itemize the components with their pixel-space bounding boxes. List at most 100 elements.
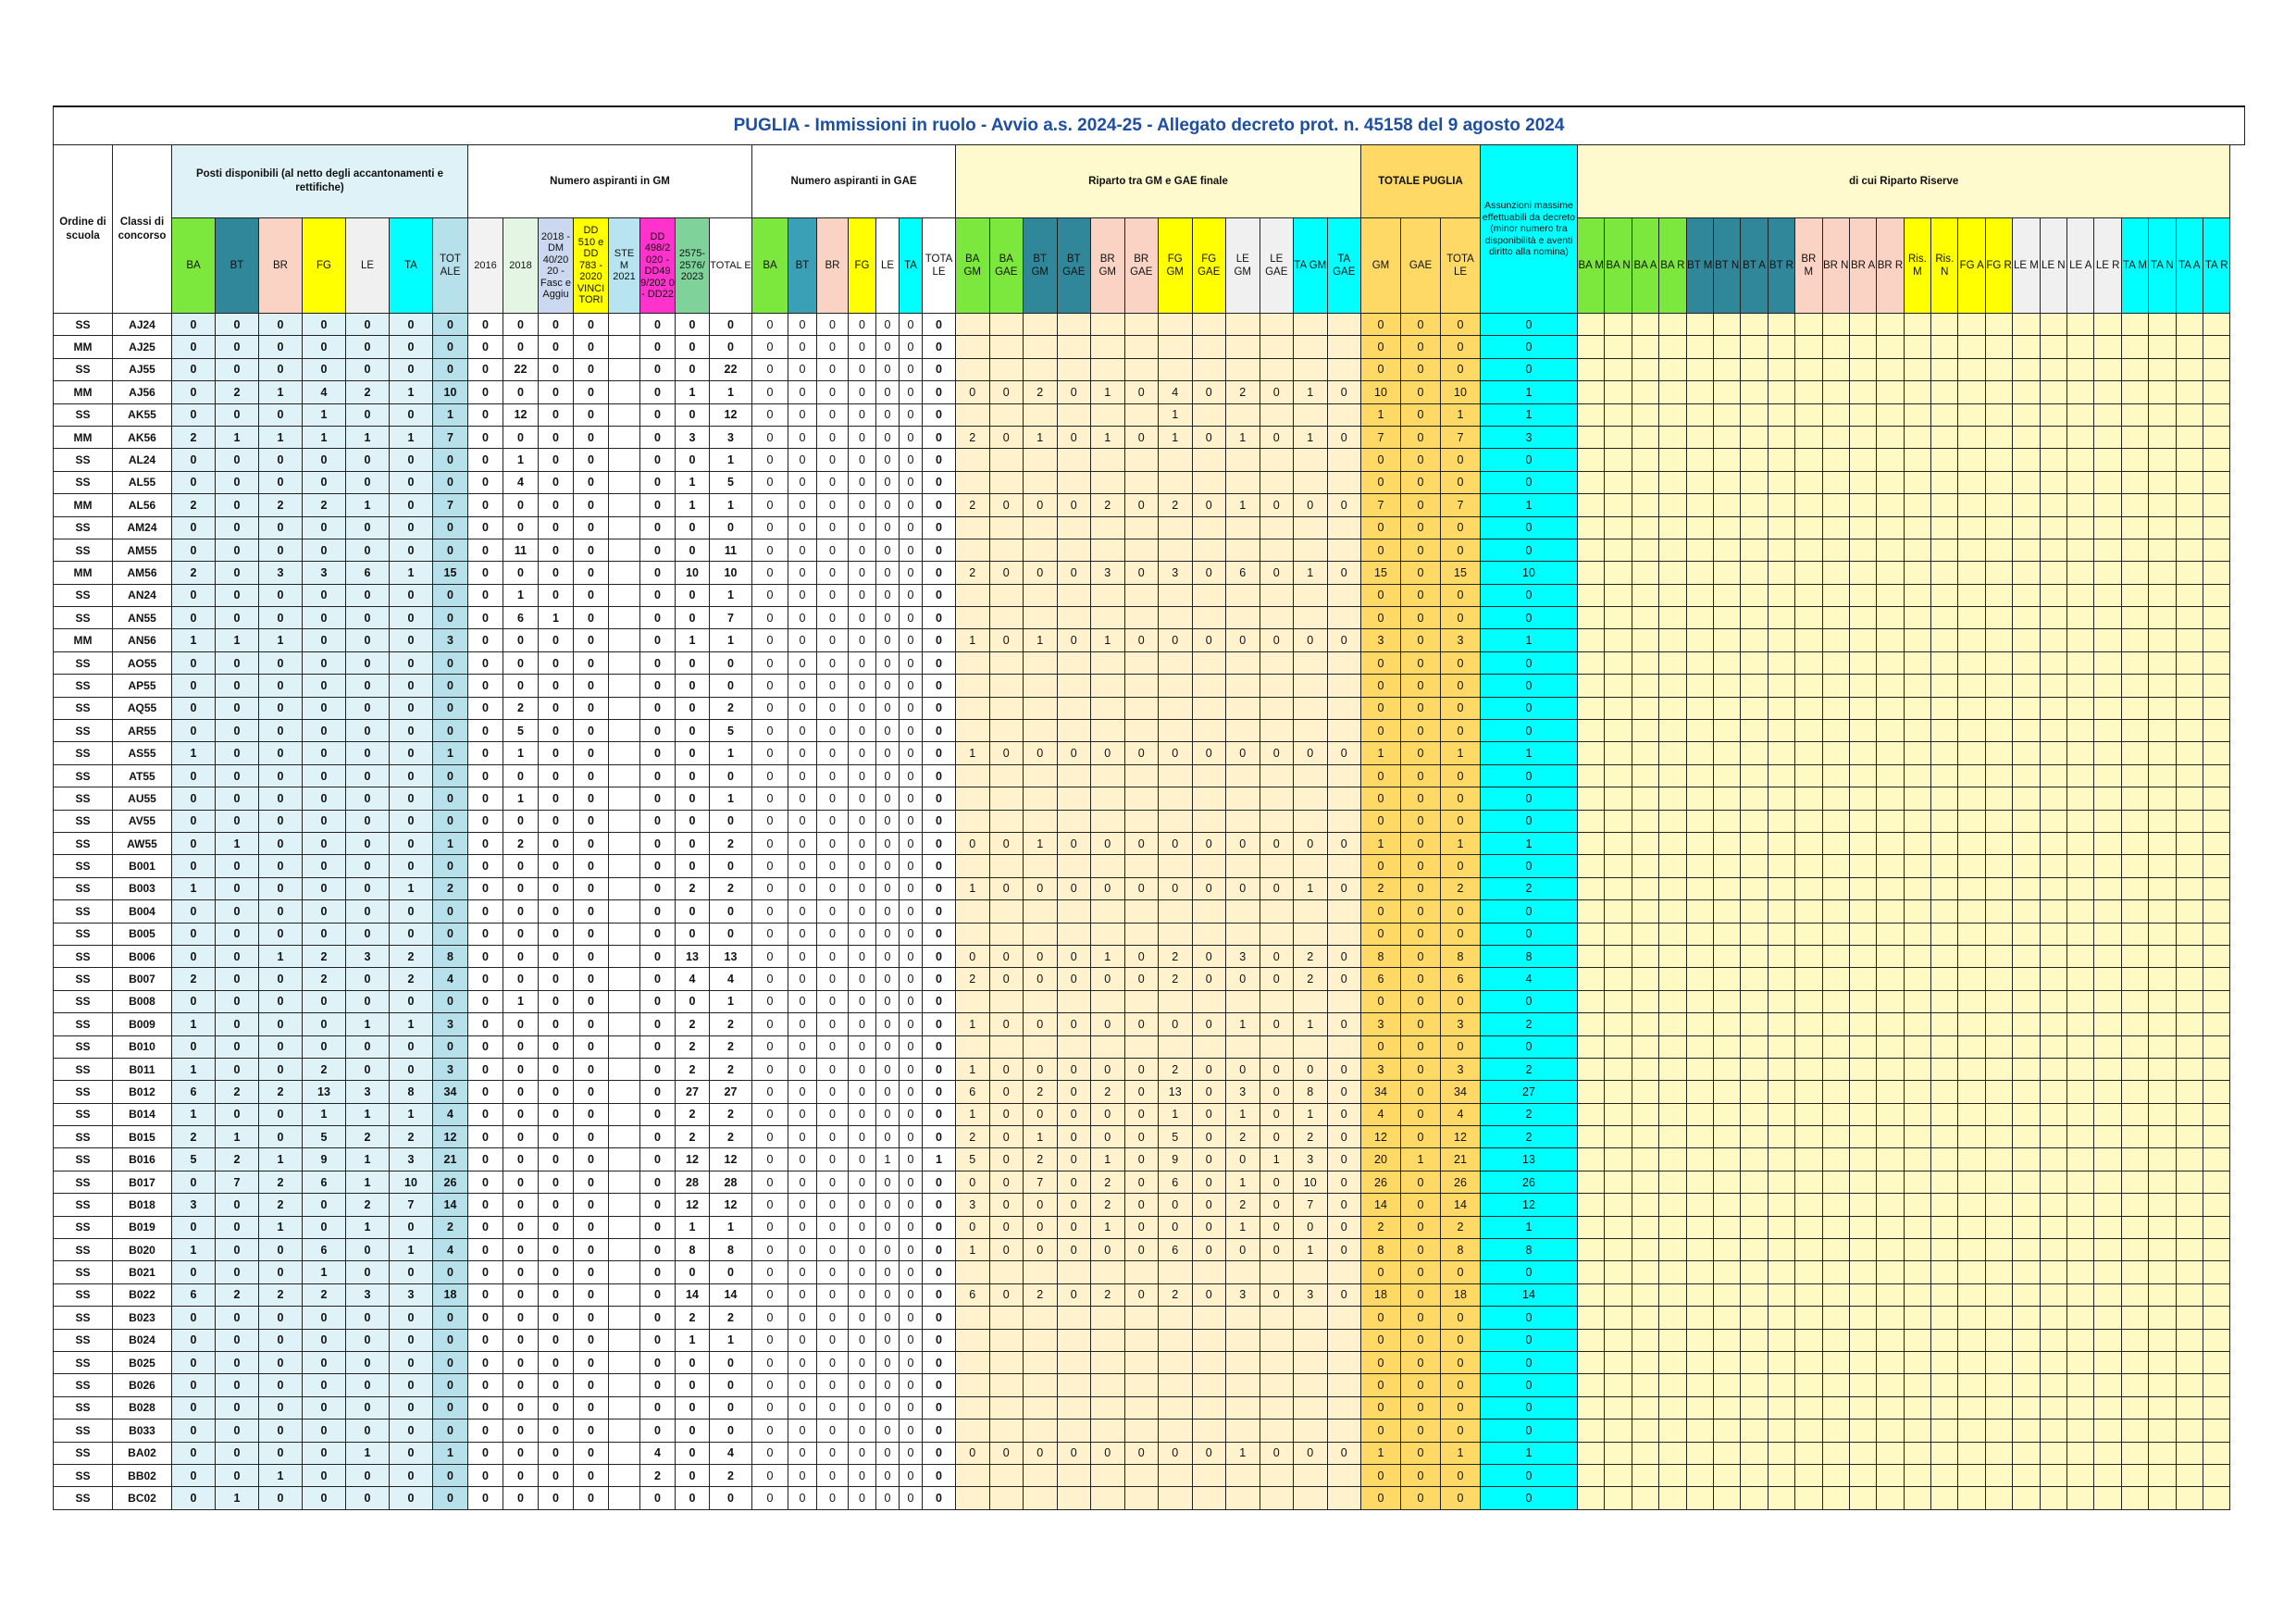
riparto-cell <box>1158 1306 1193 1330</box>
riserva-cell <box>1903 515 1932 539</box>
gae-cell: 0 <box>788 606 817 630</box>
riparto-cell: 1 <box>1225 1441 1260 1465</box>
totale-cell: 1 <box>1360 741 1401 765</box>
gm-cell: 0 <box>573 493 609 517</box>
ordine-cell: SS <box>53 1373 113 1397</box>
gm-cell: 0 <box>709 809 752 833</box>
posti-cell: 0 <box>258 448 303 472</box>
gae-cell: 0 <box>899 425 923 450</box>
riserva-cell <box>1848 719 1878 743</box>
gae-cell: 0 <box>899 583 923 608</box>
riserva-cell <box>1767 335 1796 359</box>
gae-cell: 0 <box>899 1035 923 1059</box>
gae-cell: 0 <box>848 1328 876 1352</box>
riserva-cell <box>2066 876 2095 901</box>
posti-cell: 0 <box>345 899 390 924</box>
riserva-cell <box>1712 515 1742 539</box>
gm-cell <box>608 1328 640 1352</box>
gm-cell: 0 <box>538 899 574 924</box>
riserva-cell <box>1848 876 1878 901</box>
gae-cell: 0 <box>922 1057 956 1082</box>
gm-cell: 0 <box>467 922 503 946</box>
riserva-cell <box>1848 335 1878 359</box>
riserva-cell <box>1794 403 1823 427</box>
riparto-cell: 0 <box>1023 1057 1058 1082</box>
riserva-cell <box>1794 763 1823 788</box>
gae-cell: 0 <box>788 628 817 652</box>
riserva-cell <box>2202 1125 2231 1149</box>
riparto-cell: 0 <box>1326 1170 1361 1195</box>
gae-cell: 0 <box>788 809 817 833</box>
classe-cell: AK55 <box>112 403 172 427</box>
gm-cell: 0 <box>503 1057 539 1082</box>
riparto-cell <box>1293 1395 1328 1420</box>
riparto-cell <box>955 335 990 359</box>
gm-cell <box>608 1419 640 1443</box>
riparto-cell <box>1259 696 1294 721</box>
riparto-cell: 0 <box>1123 1238 1159 1262</box>
posti-cell: 0 <box>258 1260 303 1284</box>
riserva-cell <box>1903 1419 1932 1443</box>
posti-cell: 1 <box>258 1147 303 1172</box>
gm-cell: 0 <box>573 357 609 382</box>
gm-cell: 0 <box>639 651 676 676</box>
riserva-cell <box>1848 448 1878 472</box>
riserva-cell <box>2148 1373 2177 1397</box>
gm-cell: 0 <box>503 1012 539 1036</box>
gm-cell: 0 <box>573 1441 609 1465</box>
classe-cell: BB02 <box>112 1463 172 1488</box>
gae-cell: 0 <box>848 719 876 743</box>
riparto-cell <box>1225 651 1260 676</box>
riserva-cell <box>1957 787 1986 811</box>
riserva-cell <box>2120 1193 2150 1217</box>
riserva-cell <box>1848 380 1878 404</box>
gm-cell: 0 <box>675 787 710 811</box>
posti-cell: 2 <box>258 493 303 517</box>
table-row: SS B022 6 2 2 2 3 3 18 0 0 0 0 0 14 14 0 0 0 0 0 0 0 6 0 2 0 2 0 2 0 3 0… <box>53 1283 2245 1308</box>
riparto-cell: 6 <box>1225 561 1260 585</box>
riserva-cell <box>1821 425 1850 450</box>
riserva-cell <box>1712 403 1742 427</box>
posti-cell: 0 <box>302 515 346 539</box>
gm-cell: 0 <box>538 1012 574 1036</box>
riserva-cell <box>1930 335 1959 359</box>
riserva-cell <box>2012 1035 2041 1059</box>
totale-cell: 2 <box>1440 876 1481 901</box>
gm-cell <box>608 1350 640 1375</box>
riserva-cell <box>1876 741 1905 765</box>
totale-cell: 34 <box>1440 1080 1481 1104</box>
riserva-cell <box>1876 651 1905 676</box>
riserva-cell <box>1903 1238 1932 1262</box>
riserva-cell <box>2066 741 2095 765</box>
classe-cell: B020 <box>112 1238 172 1262</box>
riserva-cell <box>2039 1395 2068 1420</box>
riparto-cell <box>1123 696 1159 721</box>
classe-cell: AN56 <box>112 628 172 652</box>
riserva-cell <box>2148 335 2177 359</box>
riparto-cell <box>1158 787 1193 811</box>
gae-cell: 0 <box>816 1170 849 1195</box>
riserva-cell <box>2039 606 2068 630</box>
posti-cell: 0 <box>258 1441 303 1465</box>
riserva-cell <box>1984 876 2014 901</box>
riserva-cell <box>1848 561 1878 585</box>
gm-cell: 0 <box>503 1147 539 1172</box>
riserva-cell <box>2148 674 2177 698</box>
totale-cell: 0 <box>1360 1373 1401 1397</box>
assunzioni-cell: 1 <box>1480 1441 1578 1465</box>
posti-cell: 0 <box>258 787 303 811</box>
gae-cell: 0 <box>816 696 849 721</box>
riserva-cell <box>1930 1419 1959 1443</box>
gae-cell: 0 <box>751 651 788 676</box>
riparto-cell <box>1123 1395 1159 1420</box>
table-row: MM AJ25 0 0 0 0 0 0 0 0 0 0 0 0 0 0 0 0 0 0 0 0 0 0 0 0 0 <box>53 335 2245 359</box>
riserva-cell <box>1984 628 2014 652</box>
riparto-cell: 2 <box>1158 1057 1193 1082</box>
posti-cell: 0 <box>215 1193 259 1217</box>
riparto-cell <box>1158 335 1193 359</box>
classe-cell: B003 <box>112 876 172 901</box>
gm-cell: 0 <box>467 1350 503 1375</box>
riserva-cell <box>1876 719 1905 743</box>
riserva-cell <box>2012 1125 2041 1149</box>
totale-cell: 10 <box>1440 380 1481 404</box>
